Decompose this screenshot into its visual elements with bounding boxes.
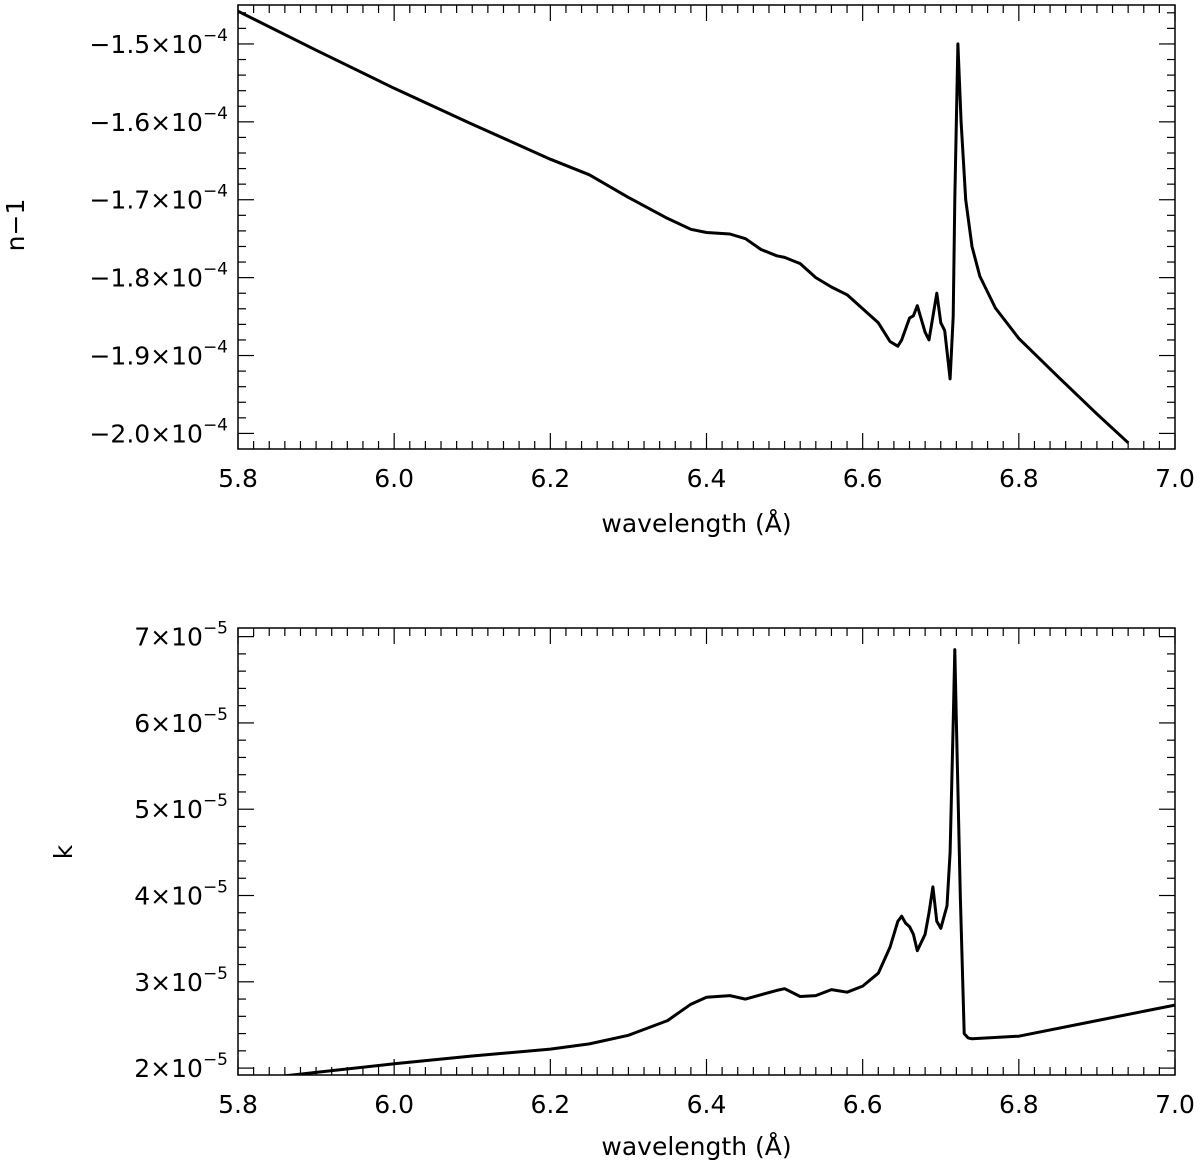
y-tick-label: −1.9×10−4 <box>89 338 228 371</box>
y-tick-label: 7×10−5 <box>134 619 228 652</box>
y-axis-title: k <box>49 844 78 859</box>
y-tick-label: 2×10−5 <box>134 1050 228 1083</box>
series-line <box>284 648 1175 1075</box>
y-tick-label: 3×10−5 <box>134 964 228 997</box>
y-tick-label: 6×10−5 <box>134 705 228 738</box>
x-tick-label: 7.0 <box>1155 1090 1195 1119</box>
y-tick-label: −1.8×10−4 <box>89 260 228 293</box>
x-tick-label: 6.4 <box>687 464 727 493</box>
x-tick-label: 5.8 <box>218 464 258 493</box>
y-tick-label: −1.5×10−4 <box>89 26 228 59</box>
x-axis-title: wavelength (Å) <box>601 1132 791 1161</box>
x-axis-title: wavelength (Å) <box>601 509 791 538</box>
plot-frame <box>237 627 1176 1076</box>
refractive-index-panel: 5.8 6.0 6.2 6.4 6.6 6.8 7.0 −1.5×10−4 −1.6×10−4 −… <box>1 4 1195 538</box>
x-tick-label: 6.4 <box>687 1090 727 1119</box>
x-tick-label: 6.8 <box>999 1090 1039 1119</box>
x-tick-label: 6.6 <box>843 1090 883 1119</box>
x-tick-label: 6.2 <box>530 1090 570 1119</box>
x-tick-label: 6.0 <box>374 1090 414 1119</box>
y-tick-label: −2.0×10−4 <box>89 415 228 448</box>
y-tick-label: 5×10−5 <box>134 791 228 824</box>
x-tick-label: 6.8 <box>999 464 1039 493</box>
y-tick-label: 4×10−5 <box>134 878 228 911</box>
x-tick-label: 7.0 <box>1155 464 1195 493</box>
x-tick-label: 6.6 <box>843 464 883 493</box>
x-tick-label: 6.0 <box>374 464 414 493</box>
y-tick-label: −1.6×10−4 <box>89 104 228 137</box>
y-axis-title: n−1 <box>1 199 30 252</box>
plot-frame <box>237 4 1176 450</box>
y-tick-label: −1.7×10−4 <box>89 182 228 215</box>
x-tick-label: 6.2 <box>530 464 570 493</box>
extinction-coefficient-panel: 5.8 6.0 6.2 6.4 6.6 6.8 7.0 2×10−5 3×10−5 4×10−5 5… <box>49 619 1195 1161</box>
x-tick-label: 5.8 <box>218 1090 258 1119</box>
series-line <box>238 9 1130 444</box>
